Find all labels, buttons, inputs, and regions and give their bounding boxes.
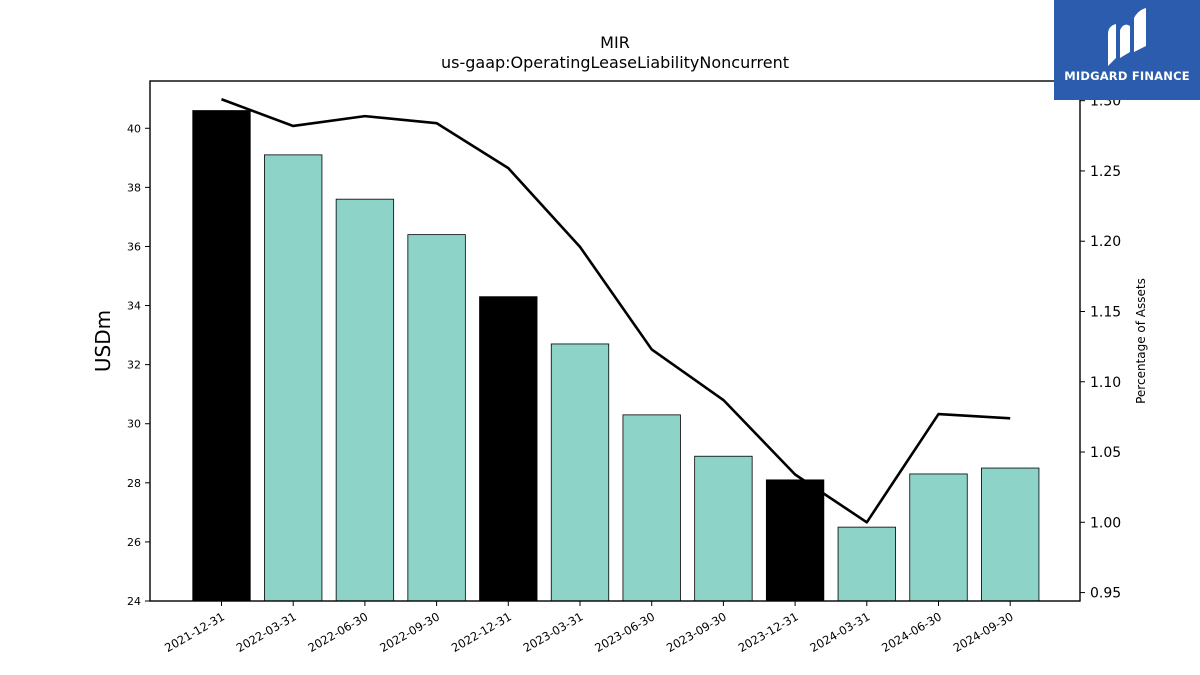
y2-tick-label: 1.00 — [1090, 515, 1121, 531]
y2-axis-label: Percentage of Assets — [1134, 278, 1148, 404]
y-axis-label: USDm — [91, 310, 115, 372]
y-tick-label: 30 — [127, 418, 141, 431]
chart-subtitle: us-gaap:OperatingLeaseLiabilityNoncurren… — [441, 53, 789, 72]
y-tick-label: 36 — [127, 240, 141, 253]
x-tick-label: 2023-12-31 — [736, 609, 801, 655]
bar — [479, 296, 538, 602]
plot-frame — [149, 80, 1081, 602]
bar — [550, 343, 610, 602]
bars-layer — [192, 110, 1040, 602]
x-tick-label: 2022-03-31 — [234, 609, 299, 655]
x-tick-label: 2024-06-30 — [879, 609, 944, 655]
y-tick-label: 24 — [127, 595, 141, 608]
line-layer — [221, 98, 1011, 524]
bar — [264, 154, 323, 602]
bar — [622, 414, 681, 602]
y-tick-label: 38 — [127, 181, 141, 194]
y2-tick-label: 1.05 — [1090, 445, 1121, 461]
bar — [335, 198, 395, 602]
logo-text: MIDGARD FINANCE — [1064, 69, 1190, 83]
x-tick-label: 2024-09-30 — [951, 609, 1016, 655]
y-tick-label: 28 — [127, 477, 141, 490]
y2-tick-label: 1.15 — [1090, 304, 1121, 320]
y2-tick-label: 1.20 — [1090, 234, 1121, 250]
bar — [837, 526, 896, 602]
x-tick-label: 2024-03-31 — [807, 609, 872, 655]
x-tick-label: 2021-12-31 — [162, 609, 227, 655]
bar — [909, 473, 968, 602]
x-tick-label: 2023-09-30 — [664, 609, 729, 655]
x-tick-label: 2022-12-31 — [449, 609, 514, 655]
y2-tick-label: 1.10 — [1090, 375, 1121, 391]
y-tick-label: 40 — [127, 122, 141, 135]
y-tick-label: 26 — [127, 536, 141, 549]
midgard-logo-icon — [1108, 8, 1146, 66]
y-tick-label: 32 — [127, 359, 141, 372]
series-line-percentage-of-assets — [221, 98, 1011, 524]
x-tick-label: 2022-09-30 — [377, 609, 442, 655]
y-tick-label: 34 — [127, 300, 141, 313]
bar — [765, 479, 825, 602]
bar — [192, 110, 251, 602]
bar — [694, 455, 753, 602]
brand-logo: MIDGARD FINANCE — [1054, 0, 1200, 100]
x-tick-label: 2022-06-30 — [306, 609, 371, 655]
chart-title: MIR — [600, 33, 630, 52]
y2-tick-label: 0.95 — [1090, 586, 1121, 602]
x-tick-label: 2023-03-31 — [521, 609, 586, 655]
bar — [407, 234, 466, 602]
y2-tick-label: 1.25 — [1090, 164, 1121, 180]
bar — [981, 467, 1040, 602]
x-tick-label: 2023-06-30 — [592, 609, 657, 655]
